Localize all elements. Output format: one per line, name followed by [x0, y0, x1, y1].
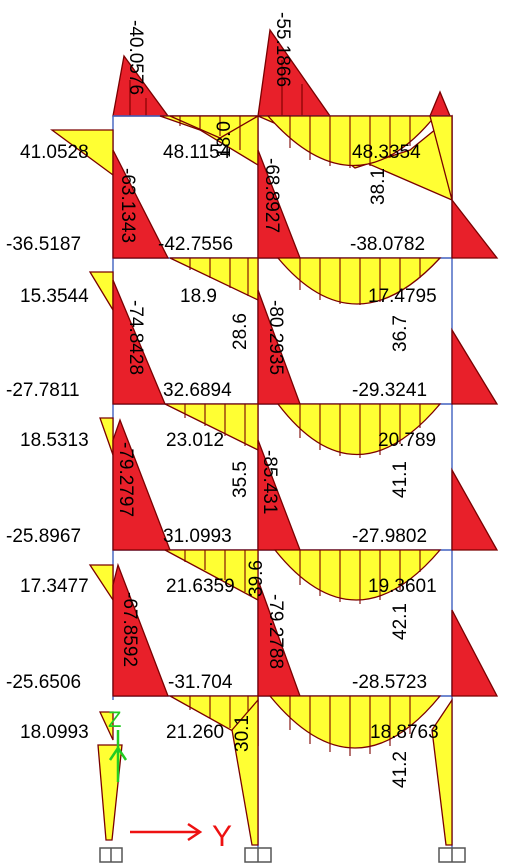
label-s3-mid-right-bot: -27.9802 [352, 526, 427, 547]
axis-z-label: Z [108, 707, 121, 732]
label-s5-mid-left: 21.260 [166, 722, 224, 743]
storey-3 [99, 403, 499, 551]
label-s2-mid-left-bot: 32.6894 [163, 380, 232, 401]
label-s4-right-span: 42.1 [390, 603, 411, 640]
label-s1-mid-right: 48.3354 [352, 142, 421, 163]
label-s1-end-left: 41.0528 [20, 142, 89, 163]
label-s4-mid-left: 21.6359 [166, 576, 235, 597]
vertical-labels: -40.0576 -55.1866 18.0 38.1 -63.1343 -68… [115, 12, 411, 788]
label-s2-col2-red: -80.2935 [265, 300, 286, 375]
col1-top-hatch [129, 80, 147, 116]
label-s1-col2-end: -68.8927 [261, 158, 282, 233]
label-s2-right-span: 36.7 [390, 315, 411, 352]
label-s4-col2-red: -79.2788 [265, 594, 286, 669]
label-s1-mid-left: 48.1154 [163, 142, 231, 163]
col3-top-red-region [429, 90, 451, 117]
storey-2 [88, 257, 499, 405]
label-s3-col2-red: -85.431 [259, 450, 280, 514]
label-s4-col2: 39.6 [246, 560, 267, 597]
label-s3-end-left: 18.5313 [20, 430, 89, 451]
label-s1-col2-top: 18.0 [214, 121, 235, 158]
col2-top-hatch [281, 60, 303, 116]
label-s2-mid-right-bot: -29.3241 [352, 380, 427, 401]
label-col1-top: -40.0576 [125, 20, 146, 95]
label-s4-end-left-bot: -25.6506 [6, 672, 81, 693]
label-s3-mid-left-bot: 31.0993 [163, 526, 232, 547]
label-s4-mid-right-bot: -28.5723 [352, 672, 427, 693]
storey-5 [97, 695, 453, 846]
supports [99, 847, 466, 863]
label-s1-end-left-bot: -36.5187 [6, 234, 81, 255]
label-s3-col1: -79.2797 [115, 442, 136, 517]
axis-y-label: Y [212, 820, 232, 853]
label-s4-mid-left-bot: -31.704 [168, 672, 233, 693]
label-s2-mid-right: 17.4795 [368, 286, 437, 307]
axis-indicator: Z Y [108, 707, 232, 853]
label-s1-mid-right-bot: -38.0782 [350, 234, 425, 255]
label-s3-mid-right: 20.789 [378, 430, 436, 451]
label-s3-mid-left: 23.012 [166, 430, 224, 451]
label-s3-end-left-bot: -25.8967 [6, 526, 81, 547]
label-s1-right-span: 38.1 [368, 168, 389, 205]
label-s2-mid-left: 18.9 [180, 286, 217, 307]
label-s5-right-span: 41.2 [390, 751, 411, 788]
label-s2-end-left: 15.3544 [20, 286, 89, 307]
label-s4-end-left: 17.3477 [20, 576, 89, 597]
storey-4 [88, 549, 499, 697]
label-s4-col1: -67.8592 [119, 592, 140, 667]
label-s5-mid-right: 18.8763 [370, 722, 439, 743]
storey-1 [50, 114, 499, 259]
label-s3-col2: 35.5 [230, 461, 251, 498]
label-s5-col2: 30.1 [232, 715, 253, 752]
value-labels: 41.0528 48.1154 48.3354 -36.5187 -42.755… [6, 142, 439, 743]
label-s4-mid-right: 19.3601 [368, 576, 437, 597]
label-col2-top: -55.1866 [272, 12, 293, 87]
label-s2-col2: 28.6 [230, 313, 251, 350]
label-s2-col1: -74.8428 [125, 300, 146, 375]
label-s1-col1-end: -63.1343 [117, 168, 138, 243]
label-s3-right-span: 41.1 [390, 461, 411, 498]
label-s5-end-left: 18.0993 [20, 722, 89, 743]
label-s1-mid-left-bot: -42.7556 [158, 234, 233, 255]
col2-top-red-region [257, 28, 332, 117]
label-s2-end-left-bot: -27.7811 [6, 380, 80, 401]
